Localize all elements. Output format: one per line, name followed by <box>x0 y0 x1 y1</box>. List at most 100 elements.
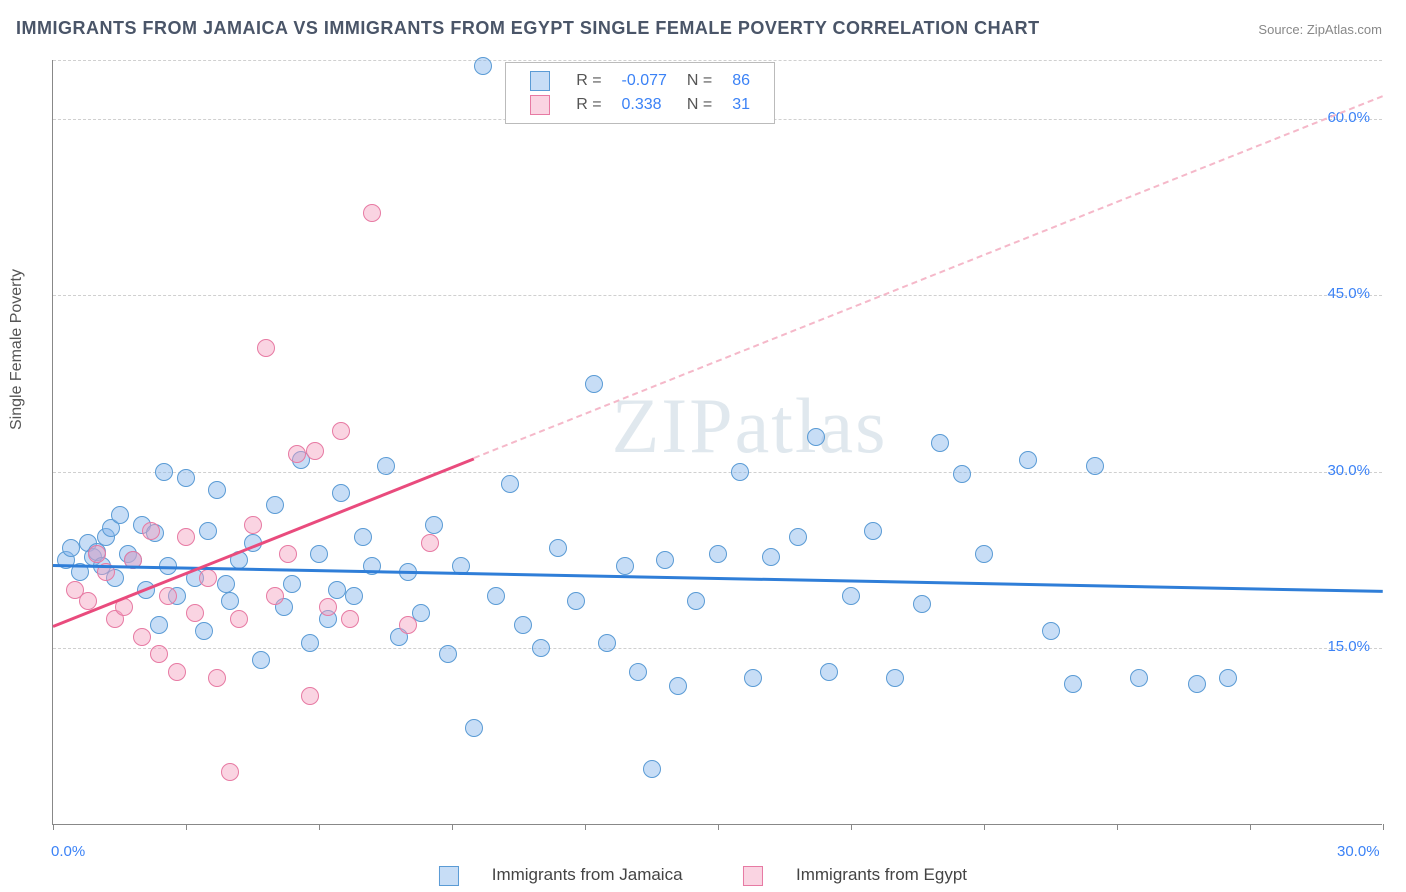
data-point <box>332 484 350 502</box>
x-tick <box>718 824 719 830</box>
data-point <box>1042 622 1060 640</box>
data-point <box>425 516 443 534</box>
data-point <box>177 469 195 487</box>
data-point <box>199 569 217 587</box>
legend-item-egypt: Immigrants from Egypt <box>729 865 981 884</box>
data-point <box>150 616 168 634</box>
data-point <box>975 545 993 563</box>
data-point <box>288 445 306 463</box>
source-link[interactable]: ZipAtlas.com <box>1307 22 1382 37</box>
data-point <box>332 422 350 440</box>
data-point <box>842 587 860 605</box>
legend-label-jamaica: Immigrants from Jamaica <box>492 865 683 884</box>
x-tick <box>53 824 54 830</box>
legend-N-value: 86 <box>722 69 760 93</box>
data-point <box>283 575 301 593</box>
data-point <box>709 545 727 563</box>
data-point <box>221 592 239 610</box>
data-point <box>341 610 359 628</box>
data-point <box>328 581 346 599</box>
y-axis-label: Single Female Poverty <box>8 269 26 430</box>
x-tick <box>585 824 586 830</box>
trend-line <box>53 564 1383 593</box>
data-point <box>319 598 337 616</box>
x-tick <box>319 824 320 830</box>
data-point <box>864 522 882 540</box>
y-tick-label: 60.0% <box>1327 109 1370 126</box>
data-point <box>111 506 129 524</box>
data-point <box>186 604 204 622</box>
data-point <box>643 760 661 778</box>
data-point <box>1064 675 1082 693</box>
data-point <box>142 522 160 540</box>
x-tick-label: 30.0% <box>1337 843 1380 860</box>
legend-R-value: 0.338 <box>612 93 677 117</box>
trend-line <box>474 95 1384 459</box>
y-tick-label: 15.0% <box>1327 638 1370 655</box>
data-point <box>1130 669 1148 687</box>
data-point <box>133 628 151 646</box>
x-tick <box>1250 824 1251 830</box>
data-point <box>252 651 270 669</box>
data-point <box>155 463 173 481</box>
scatter-chart: 15.0%30.0%45.0%60.0%0.0%30.0%ZIPatlasR =… <box>52 60 1382 825</box>
data-point <box>549 539 567 557</box>
correlation-legend: R =-0.077N =86R =0.338N =31 <box>505 62 775 124</box>
data-point <box>807 428 825 446</box>
data-point <box>532 639 550 657</box>
data-point <box>421 534 439 552</box>
data-point <box>310 545 328 563</box>
data-point <box>377 457 395 475</box>
data-point <box>199 522 217 540</box>
data-point <box>501 475 519 493</box>
legend-R-label: R = <box>566 69 611 93</box>
data-point <box>244 516 262 534</box>
legend-R-value: -0.077 <box>612 69 677 93</box>
data-point <box>208 669 226 687</box>
data-point <box>301 687 319 705</box>
data-point <box>195 622 213 640</box>
data-point <box>150 645 168 663</box>
data-point <box>1086 457 1104 475</box>
legend-N-label: N = <box>677 93 722 117</box>
data-point <box>465 719 483 737</box>
data-point <box>354 528 372 546</box>
data-point <box>221 763 239 781</box>
data-point <box>474 57 492 75</box>
data-point <box>345 587 363 605</box>
data-point <box>306 442 324 460</box>
data-point <box>629 663 647 681</box>
chart-title: IMMIGRANTS FROM JAMAICA VS IMMIGRANTS FR… <box>16 18 1040 39</box>
legend-swatch <box>530 95 550 115</box>
data-point <box>266 587 284 605</box>
bottom-legend: Immigrants from Jamaica Immigrants from … <box>411 865 995 886</box>
data-point <box>687 592 705 610</box>
source-label: Source: <box>1258 22 1303 37</box>
data-point <box>789 528 807 546</box>
data-point <box>820 663 838 681</box>
legend-label-egypt: Immigrants from Egypt <box>796 865 967 884</box>
data-point <box>301 634 319 652</box>
data-point <box>1219 669 1237 687</box>
x-tick <box>851 824 852 830</box>
gridline <box>53 295 1382 296</box>
gridline <box>53 60 1382 61</box>
data-point <box>886 669 904 687</box>
data-point <box>177 528 195 546</box>
data-point <box>439 645 457 663</box>
legend-N-label: N = <box>677 69 722 93</box>
data-point <box>159 587 177 605</box>
legend-item-jamaica: Immigrants from Jamaica <box>425 865 701 884</box>
data-point <box>363 204 381 222</box>
legend-swatch-egypt <box>743 866 763 886</box>
trend-line <box>52 457 474 627</box>
data-point <box>266 496 284 514</box>
data-point <box>487 587 505 605</box>
data-point <box>257 339 275 357</box>
data-point <box>279 545 297 563</box>
data-point <box>217 575 235 593</box>
data-point <box>1019 451 1037 469</box>
y-tick-label: 30.0% <box>1327 462 1370 479</box>
source-attribution: Source: ZipAtlas.com <box>1258 22 1382 37</box>
data-point <box>168 663 186 681</box>
